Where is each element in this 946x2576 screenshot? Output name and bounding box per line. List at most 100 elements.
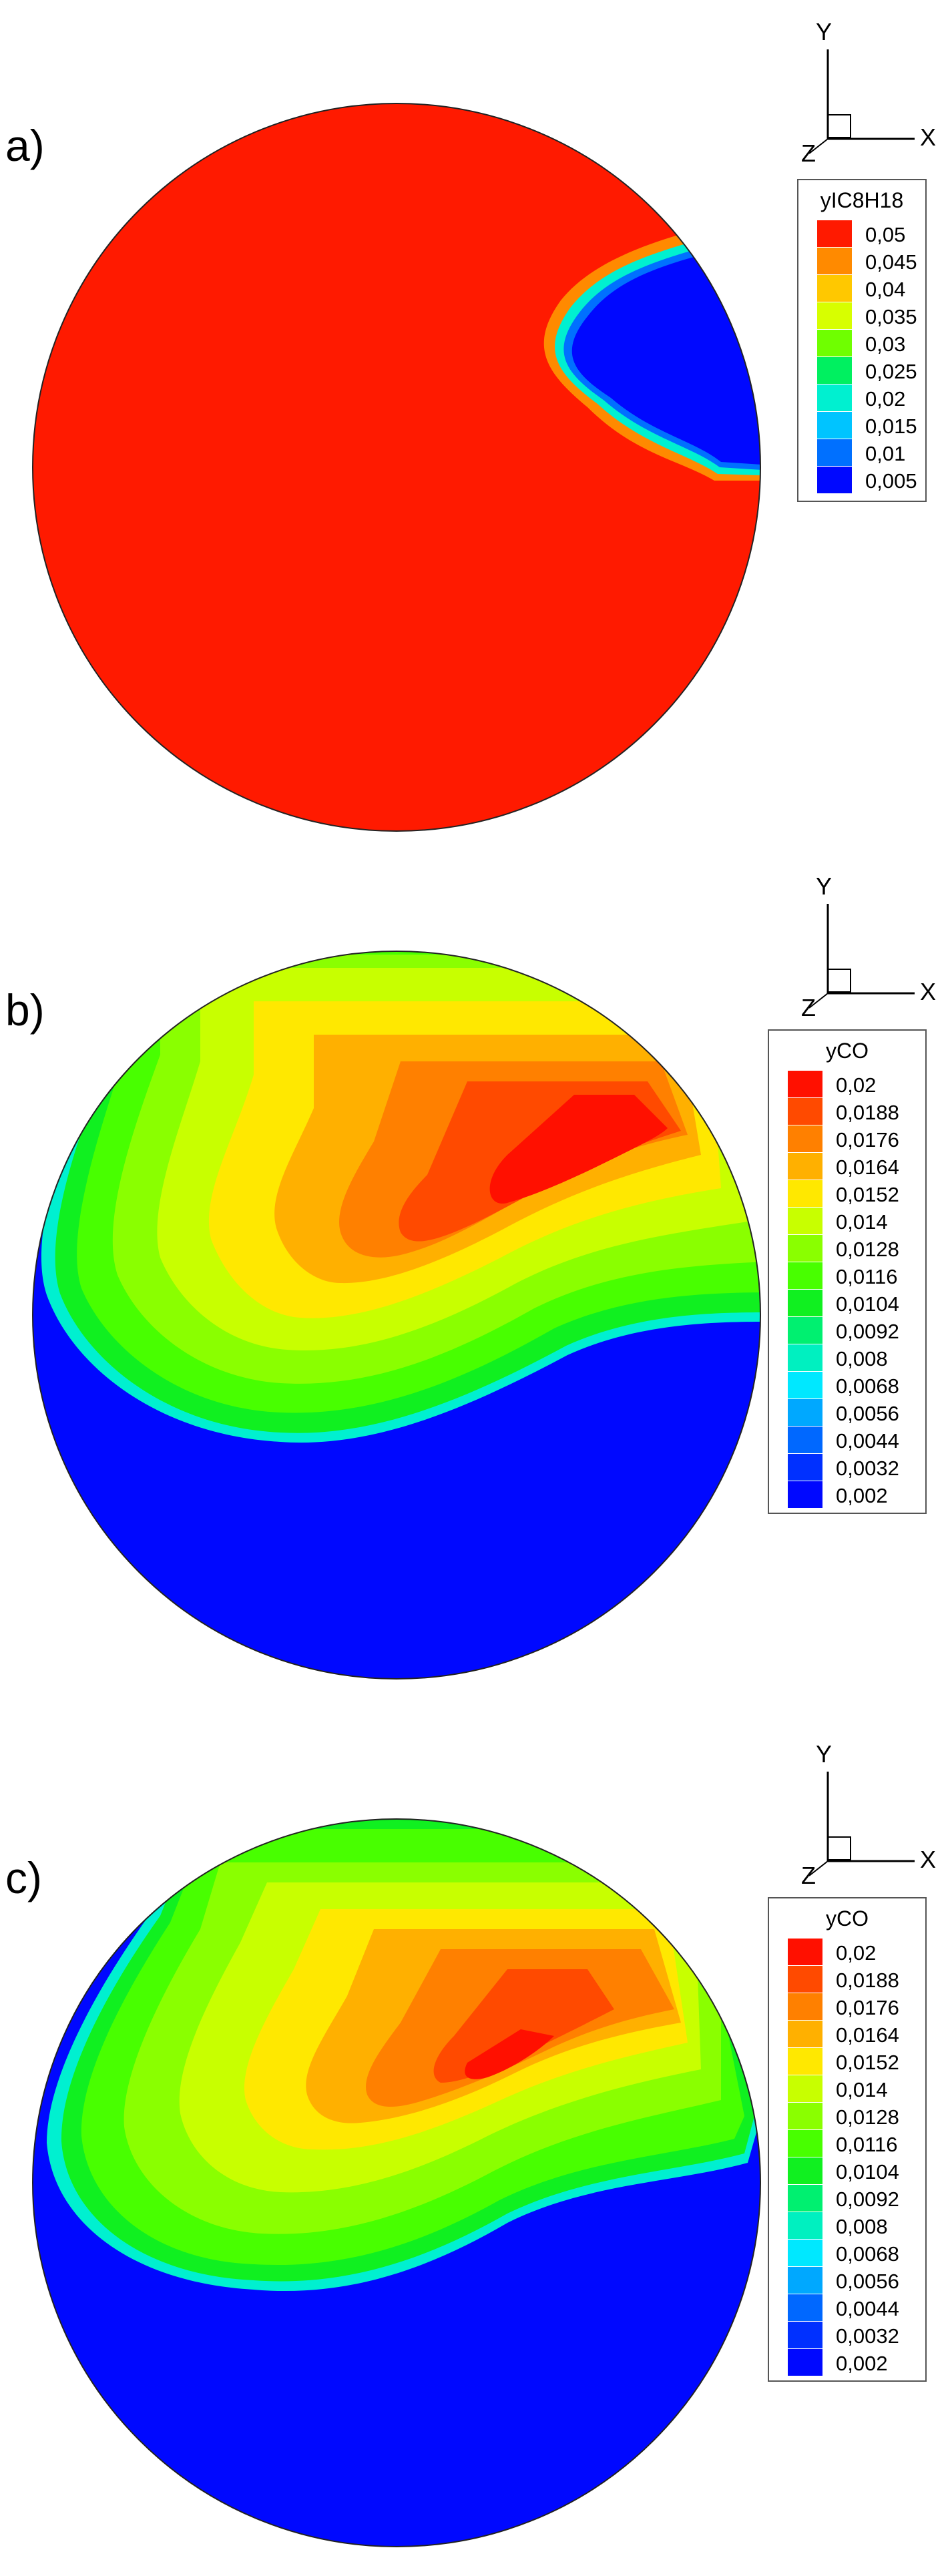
legend-entry: 0,0032: [788, 1454, 908, 1481]
legend-value: 0,0188: [836, 1101, 899, 1124]
contour-plot-b: [32, 951, 761, 1680]
legend-swatch: [788, 1125, 822, 1152]
legend-entry: 0,05: [817, 220, 937, 247]
legend-value: 0,0044: [836, 2297, 899, 2320]
legend-value: 0,02: [865, 387, 906, 411]
legend-entry: 0,002: [788, 1481, 908, 1508]
legend-value: 0,0128: [836, 2105, 899, 2129]
legend-entry: 0,0068: [788, 1372, 908, 1398]
legend-entry: 0,014: [788, 2075, 908, 2102]
legend-value: 0,04: [865, 278, 906, 301]
legend-entry: 0,0176: [788, 1125, 908, 1152]
legend-entry: 0,015: [817, 412, 937, 439]
legend-value: 0,0188: [836, 1969, 899, 1992]
legend-value: 0,0068: [836, 1374, 899, 1398]
legend-swatch: [788, 1454, 822, 1481]
legend-swatch: [788, 1262, 822, 1289]
legend-swatch: [788, 2349, 822, 2376]
legend-swatch: [788, 2075, 822, 2102]
legend-swatch: [788, 1180, 822, 1207]
legend-entry: 0,0104: [788, 1290, 908, 1316]
legend-swatch: [788, 1939, 822, 1965]
legend-value: 0,0104: [836, 1292, 899, 1316]
legend-value: 0,0104: [836, 2160, 899, 2183]
legend-title: yIC8H18: [820, 188, 904, 212]
legend-entry: 0,0056: [788, 1399, 908, 1426]
legend-swatch: [817, 412, 852, 439]
legend-entry: 0,0164: [788, 1153, 908, 1180]
axis-triad-icon: [808, 1772, 915, 1876]
legend-swatch: [817, 467, 852, 493]
panel-b: b) Y X Z yCO 0,02 0,0188 0,0176: [0, 861, 946, 1722]
legend-entry: 0,0104: [788, 2157, 908, 2184]
contour-plot-c: [32, 1818, 761, 2547]
legend-value: 0,0164: [836, 1155, 899, 1179]
legend-entry: 0,008: [788, 2212, 908, 2239]
legend-entry: 0,0092: [788, 1317, 908, 1344]
axis-triad: Y X Z: [801, 874, 946, 1021]
legend-entry: 0,005: [817, 467, 937, 493]
contour-plot-a: [32, 103, 761, 832]
legend-entry: 0,045: [817, 248, 937, 274]
legend-entry: 0,0164: [788, 2021, 908, 2047]
legend-entry: 0,0068: [788, 2240, 908, 2266]
axis-label-y: Y: [816, 18, 833, 45]
legend-entry: 0,0116: [788, 1262, 908, 1289]
panel-label: a): [5, 121, 45, 170]
legend-swatch: [788, 1427, 822, 1453]
legend-value: 0,0176: [836, 1128, 899, 1151]
legend-value: 0,0056: [836, 1402, 899, 1425]
legend-value: 0,005: [865, 469, 917, 493]
legend-entry: 0,0152: [788, 1180, 908, 1207]
legend-value: 0,03: [865, 332, 906, 356]
color-legend-b: yCO 0,02 0,0188 0,0176 0,0164 0,0152 0,014 0,0…: [768, 1029, 927, 1514]
legend-entry: 0,025: [817, 357, 937, 384]
legend-entry: 0,0176: [788, 1993, 908, 2020]
legend-title: yCO: [826, 1906, 869, 1930]
legend-swatch: [788, 1317, 822, 1344]
legend-swatch: [788, 2294, 822, 2321]
legend-swatch: [788, 1372, 822, 1398]
legend-value: 0,0032: [836, 2324, 899, 2348]
legend-swatch: [788, 1344, 822, 1371]
legend-swatch: [788, 1481, 822, 1508]
legend-value: 0,02: [836, 1941, 877, 1965]
legend-swatch: [788, 1290, 822, 1316]
axis-label-z: Z: [801, 1862, 816, 1889]
legend-swatch: [817, 330, 852, 356]
legend-swatch: [817, 384, 852, 411]
legend-swatch: [788, 2240, 822, 2266]
legend-value: 0,01: [865, 442, 906, 465]
legend-swatch: [788, 1993, 822, 2020]
legend-value: 0,0044: [836, 1429, 899, 1453]
legend-swatch: [788, 1208, 822, 1234]
axis-triad: Y X Z: [801, 20, 946, 167]
legend-entry: 0,02: [788, 1939, 908, 1965]
legend-swatch: [788, 2322, 822, 2348]
legend-entry: 0,02: [788, 1071, 908, 1097]
legend-entry: 0,0188: [788, 1966, 908, 1993]
legend-swatch: [788, 2130, 822, 2157]
legend-swatch: [817, 248, 852, 274]
axis-triad: Y X Z: [801, 1742, 946, 1889]
legend-entry: 0,0044: [788, 1427, 908, 1453]
legend-value: 0,035: [865, 305, 917, 328]
legend-entry: 0,0116: [788, 2130, 908, 2157]
legend-value: 0,0116: [836, 2133, 898, 2156]
legend-swatch: [788, 1153, 822, 1180]
legend-entry: 0,03: [817, 330, 937, 356]
legend-value: 0,025: [865, 360, 917, 383]
legend-value: 0,0164: [836, 2023, 899, 2047]
axis-triad-icon: [808, 49, 915, 154]
axis-label-y: Y: [816, 1740, 833, 1768]
axis-label-x: X: [920, 1846, 937, 1873]
legend-swatch: [788, 2185, 822, 2212]
legend-entry: 0,04: [817, 275, 937, 302]
axis-label-z: Z: [801, 140, 816, 167]
panel-label: b): [5, 985, 45, 1035]
axis-triad-icon: [808, 904, 915, 1009]
legend-entry: 0,0092: [788, 2185, 908, 2212]
legend-value: 0,008: [836, 1347, 888, 1370]
panel-a: a) Y X Z yIC8H18 0,05 0,045 0,04 0,035 0,03 0…: [0, 0, 946, 854]
legend-value: 0,014: [836, 2078, 888, 2101]
